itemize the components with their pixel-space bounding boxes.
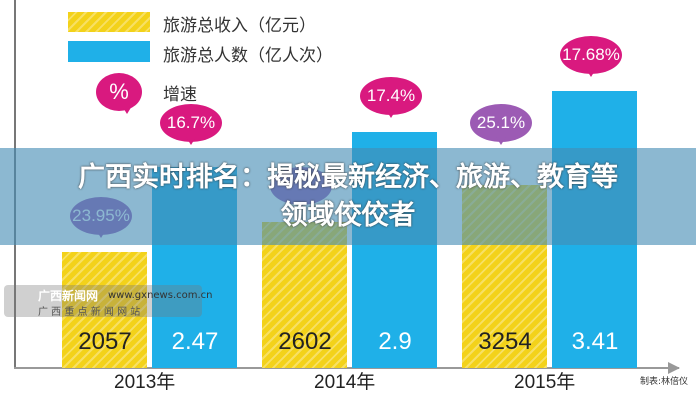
bar-value-label: 2057	[78, 328, 132, 355]
title-banner: 广西实时排名：揭秘最新经济、旅游、教育等 领域佼佼者	[0, 148, 696, 245]
x-tick-label: 2015年	[514, 372, 576, 393]
x-axis-arrow-icon	[668, 362, 680, 374]
legend-label-visitors: 旅游总人数（亿人次）	[163, 46, 333, 66]
bar-revenue	[62, 252, 147, 368]
credit-label: 制表:林倍仪	[640, 377, 689, 387]
banner-title-line1: 广西实时排名：揭秘最新经济、旅游、教育等	[78, 161, 618, 193]
legend-label-growth: 增速	[163, 85, 197, 105]
bar-value-label: 2.9	[378, 328, 412, 355]
growth-bubble: 17.4%	[360, 77, 422, 119]
bar-value-label: 3.41	[571, 328, 619, 355]
watermark-name: 广西新闻网	[38, 289, 99, 303]
legend-swatch-revenue	[68, 12, 150, 32]
watermark-tagline: 广 西 重 点 新 闻 网 站	[38, 307, 141, 318]
growth-bubble: 17.68%	[560, 36, 622, 77]
legend-label-revenue: 旅游总收入（亿元）	[163, 16, 316, 36]
x-axis-line	[14, 367, 679, 369]
bar-value-label: 3254	[478, 328, 532, 355]
watermark-url: www.gxnews.com.cn	[108, 290, 213, 301]
bar-revenue	[262, 221, 347, 368]
legend-swatch-visitors	[68, 41, 150, 62]
watermark: 广西新闻网 www.gxnews.com.cn 广 西 重 点 新 闻 网 站	[4, 285, 213, 318]
banner-title-line2: 领域佼佼者	[280, 199, 416, 231]
x-tick-label: 2013年	[114, 372, 176, 393]
x-tick-label: 2014年	[314, 372, 376, 393]
growth-bubble: 25.1%	[470, 104, 532, 145]
legend-growth-bubble: %	[96, 73, 142, 114]
bar-value-label: 2.47	[171, 328, 219, 355]
bar-value-label: 2602	[278, 328, 332, 355]
growth-bubble: 16.7%	[160, 104, 222, 145]
